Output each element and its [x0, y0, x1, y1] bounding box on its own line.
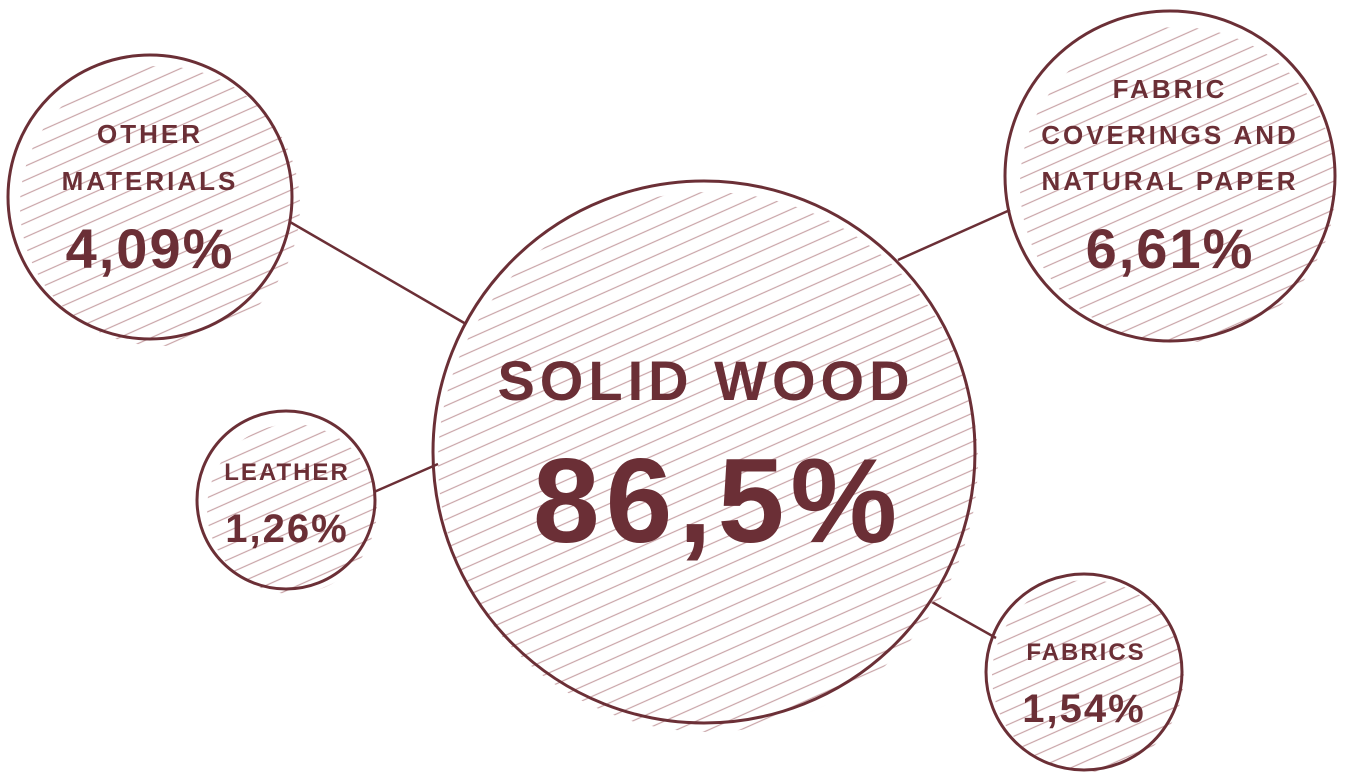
hatch-solid-wood — [438, 192, 978, 732]
circle-outlines — [6, 9, 1337, 772]
connector-fabric-coverings — [897, 208, 1011, 262]
fabric-coverings-label-line1: FABRIC — [1113, 74, 1228, 104]
node-solid-wood: SOLID WOOD 86,5% — [497, 349, 914, 568]
circle-fabrics — [984, 572, 1184, 772]
solid-wood-label: SOLID WOOD — [497, 349, 914, 412]
fabric-coverings-label-line2: COVERINGS AND — [1041, 120, 1299, 150]
fabrics-label: FABRICS — [1026, 639, 1145, 666]
circle-solid-wood — [431, 179, 977, 725]
circle-other-materials — [6, 53, 294, 341]
connector-other-materials — [289, 220, 467, 326]
hatch-fabric-coverings — [1020, 27, 1336, 343]
other-materials-label-line2: MATERIALS — [62, 166, 239, 196]
fabric-coverings-label-line3: NATURAL PAPER — [1041, 166, 1298, 196]
leather-value: 1,26% — [225, 507, 348, 551]
connectors — [289, 208, 1011, 640]
solid-wood-value: 86,5% — [533, 434, 903, 568]
node-fabric-coverings: FABRIC COVERINGS AND NATURAL PAPER 6,61% — [1041, 74, 1299, 280]
hatch-fabrics — [992, 580, 1184, 772]
node-other-materials: OTHER MATERIALS 4,09% — [62, 119, 239, 280]
fabric-coverings-value: 6,61% — [1086, 217, 1255, 280]
hatch-other-materials — [20, 66, 300, 346]
leather-label: LEATHER — [224, 459, 350, 486]
node-leather: LEATHER 1,26% — [224, 459, 350, 551]
hatch-fills — [20, 27, 1336, 772]
connector-fabrics — [931, 600, 997, 640]
node-fabrics: FABRICS 1,54% — [1022, 639, 1145, 731]
circle-fabric-coverings — [1003, 9, 1337, 343]
connector-leather — [373, 462, 439, 494]
hatch-leather — [207, 424, 377, 594]
fabrics-value: 1,54% — [1022, 687, 1145, 731]
circle-leather — [195, 409, 377, 591]
other-materials-value: 4,09% — [66, 217, 235, 280]
other-materials-label-line1: OTHER — [97, 119, 203, 149]
